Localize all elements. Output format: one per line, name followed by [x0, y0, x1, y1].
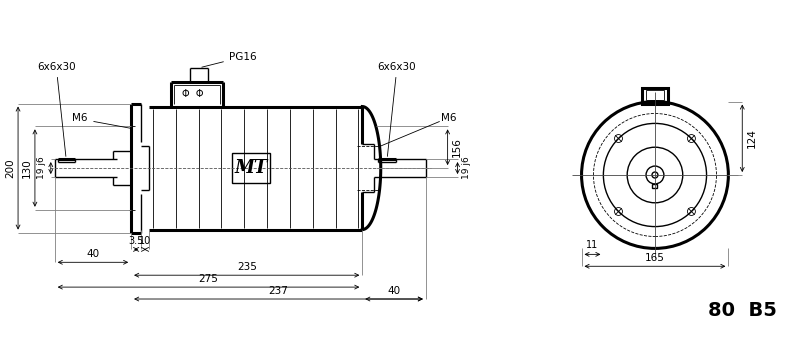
Text: M6: M6 [72, 113, 87, 124]
Text: 80  B5: 80 B5 [708, 301, 777, 320]
Text: 124: 124 [747, 128, 757, 148]
Text: 10: 10 [139, 237, 151, 246]
Bar [653, 184, 658, 188]
Text: 6x6x30: 6x6x30 [37, 62, 75, 156]
Bar [646, 90, 664, 100]
Bar [642, 88, 668, 104]
Text: 40: 40 [86, 249, 99, 259]
Text: 19 j6: 19 j6 [38, 157, 46, 180]
Text: Φ  Φ: Φ Φ [182, 89, 203, 99]
Text: 19 j6: 19 j6 [462, 157, 471, 180]
Text: 275: 275 [198, 274, 218, 284]
Text: PG16: PG16 [202, 52, 257, 67]
Text: 3.5: 3.5 [129, 237, 144, 246]
Text: 11: 11 [586, 240, 598, 250]
Bar [232, 153, 270, 183]
Text: 165: 165 [645, 253, 665, 263]
Text: M6: M6 [441, 113, 456, 124]
Text: 40: 40 [387, 286, 401, 296]
Text: 130: 130 [22, 158, 32, 178]
Text: 235: 235 [237, 262, 257, 272]
Text: 237: 237 [269, 286, 289, 296]
Text: 6x6x30: 6x6x30 [378, 62, 416, 156]
Text: 156: 156 [451, 137, 462, 157]
Text: MT: MT [234, 159, 267, 177]
Text: 200: 200 [5, 158, 15, 178]
